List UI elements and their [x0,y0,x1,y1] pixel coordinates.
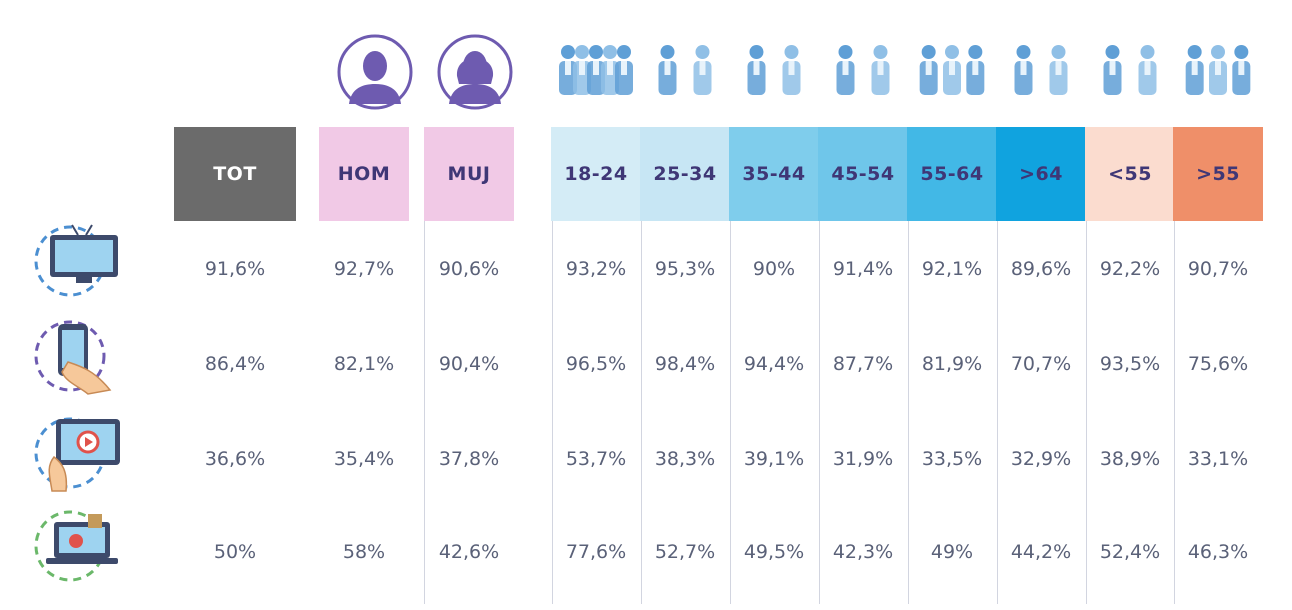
value-cell: 36,6% [204,448,266,470]
column-divider [552,221,553,604]
value-cell: 98,4% [654,353,716,375]
value-cell: 86,4% [204,353,266,375]
column-header-6: 45-54 [818,127,908,221]
column-header-9: <55 [1085,127,1175,221]
group-under-55-icon [1103,45,1157,95]
value-cell: 92,7% [333,258,395,280]
value-cell: 50% [213,541,257,563]
column-divider [641,221,642,604]
value-cell: 38,9% [1099,448,1161,470]
group-over-64-icon [1014,45,1068,95]
value-cell: 90,4% [438,353,500,375]
column-header-4: 25-34 [640,127,730,221]
value-cell: 70,7% [1010,353,1072,375]
value-cell: 38,3% [654,448,716,470]
column-divider [997,221,998,604]
value-cell: 77,6% [565,541,627,563]
value-cell: 81,9% [921,353,983,375]
group-over-55-icon [1185,45,1251,95]
value-cell: 94,4% [743,353,805,375]
value-cell: 90,7% [1187,258,1249,280]
column-divider [908,221,909,604]
group-45-54-icon [836,45,890,95]
value-cell: 46,3% [1187,541,1249,563]
value-cell: 91,6% [204,258,266,280]
value-cell: 89,6% [1010,258,1072,280]
value-cell: 39,1% [743,448,805,470]
value-cell: 32,9% [1010,448,1072,470]
value-cell: 90% [752,258,796,280]
column-header-0: TOT [174,127,296,221]
column-header-8: >64 [996,127,1086,221]
value-cell: 42,3% [832,541,894,563]
tv-icon [34,224,118,297]
value-cell: 52,4% [1099,541,1161,563]
smartphone-icon [34,320,112,395]
group-18-24-icon [559,45,633,95]
group-55-64-icon [919,45,985,95]
value-cell: 53,7% [565,448,627,470]
value-cell: 35,4% [333,448,395,470]
column-header-5: 35-44 [729,127,819,221]
column-header-1: HOM [319,127,409,221]
value-cell: 52,7% [654,541,716,563]
value-cell: 82,1% [333,353,395,375]
column-header-7: 55-64 [907,127,997,221]
value-cell: 49% [930,541,974,563]
value-cell: 42,6% [438,541,500,563]
value-cell: 44,2% [1010,541,1072,563]
column-header-2: MUJ [424,127,514,221]
laptop-icon [34,510,118,582]
value-cell: 92,2% [1099,258,1161,280]
column-divider [819,221,820,604]
column-divider [730,221,731,604]
value-cell: 91,4% [832,258,894,280]
column-divider [1174,221,1175,604]
column-divider [1086,221,1087,604]
value-cell: 33,5% [921,448,983,470]
value-cell: 58% [342,541,386,563]
man-icon [337,34,413,110]
value-cell: 49,5% [743,541,805,563]
column-header-10: >55 [1173,127,1263,221]
value-cell: 33,1% [1187,448,1249,470]
value-cell: 95,3% [654,258,716,280]
value-cell: 92,1% [921,258,983,280]
value-cell: 96,5% [565,353,627,375]
value-cell: 37,8% [438,448,500,470]
tablet-icon [34,417,120,492]
value-cell: 93,5% [1099,353,1161,375]
value-cell: 31,9% [832,448,894,470]
group-35-44-icon [747,45,801,95]
column-header-3: 18-24 [551,127,641,221]
group-25-34-icon [658,45,712,95]
value-cell: 90,6% [438,258,500,280]
column-divider [424,221,425,604]
value-cell: 93,2% [565,258,627,280]
value-cell: 87,7% [832,353,894,375]
value-cell: 75,6% [1187,353,1249,375]
woman-icon [437,34,513,110]
